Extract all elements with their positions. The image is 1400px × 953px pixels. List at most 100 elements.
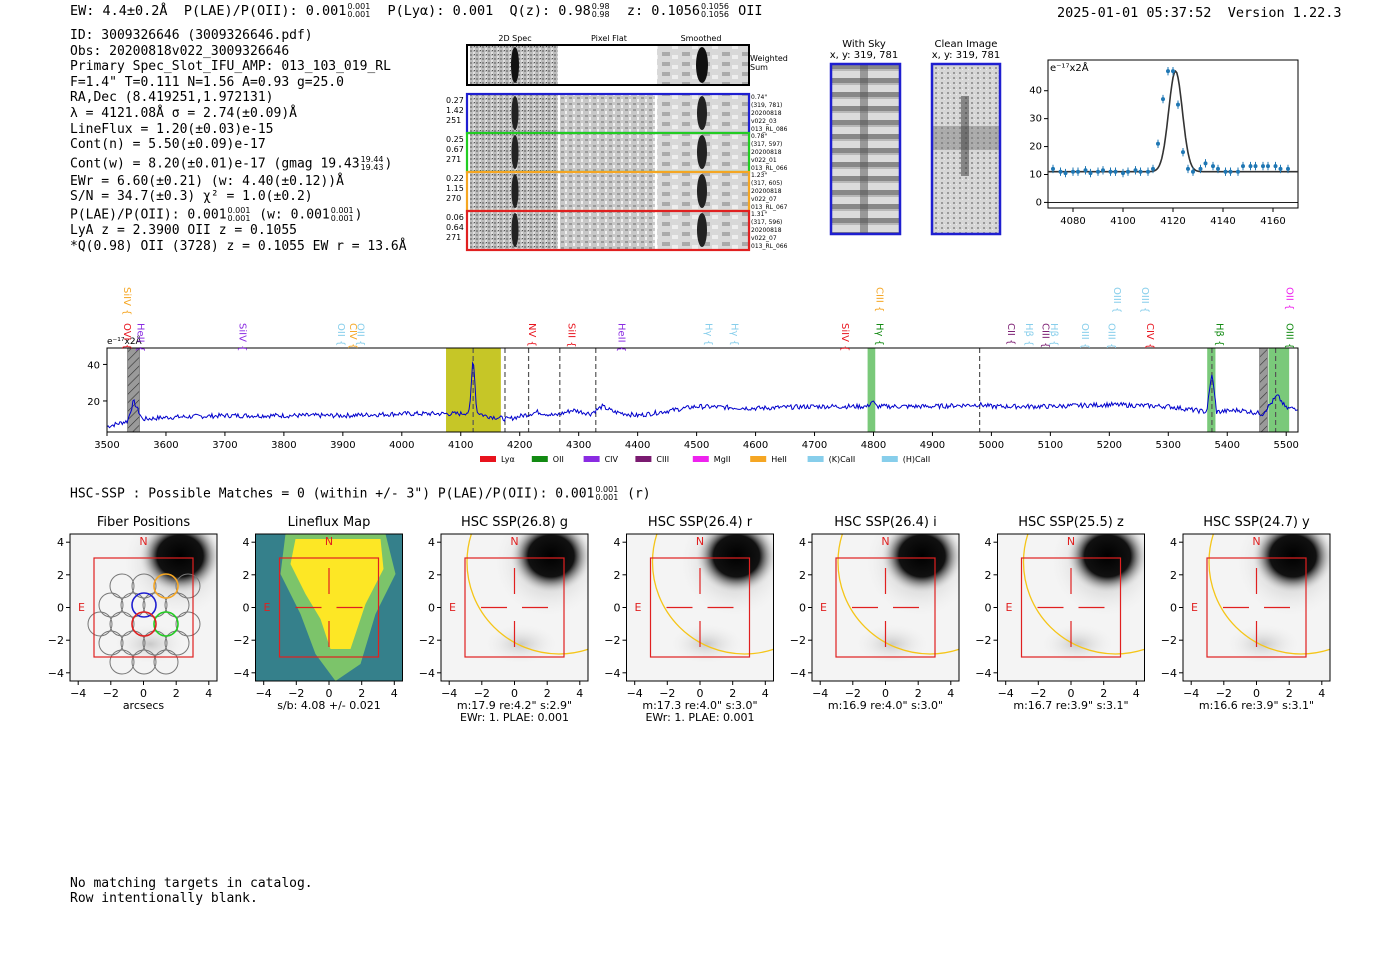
y-tick-label: −2 bbox=[233, 634, 249, 647]
sky-panels: With Sky x, y: 319, 781 Clean Image x, y… bbox=[830, 39, 1002, 236]
weighted-sum-row: Weighted Sum bbox=[466, 44, 788, 86]
clean-subtitle: x, y: 319, 781 bbox=[932, 50, 1001, 61]
data-point bbox=[1166, 69, 1170, 74]
legend-swatch bbox=[750, 456, 767, 462]
cutout-left-label: 251 bbox=[446, 116, 461, 125]
cutout-left-label: 0.67 bbox=[446, 145, 464, 154]
line-label: OIII { bbox=[1284, 323, 1295, 349]
x-tick-label: 2 bbox=[173, 687, 180, 700]
x-tick-label: 0 bbox=[511, 687, 518, 700]
info-line: λ = 4121.08Å σ = 2.74(±0.09)Å bbox=[70, 105, 297, 121]
line-label: CIII { bbox=[1040, 323, 1051, 348]
line-label: Hβ { bbox=[1023, 323, 1034, 346]
y-tick-label: 0 bbox=[614, 602, 621, 615]
pixel-flat-image bbox=[560, 95, 655, 132]
panel-caption: m:16.6 re:3.9" s:3.1" bbox=[1199, 699, 1314, 712]
data-point bbox=[1241, 164, 1245, 169]
fiber-fourth bbox=[131, 611, 157, 637]
data-point bbox=[1071, 169, 1075, 174]
data-point bbox=[1151, 166, 1155, 171]
y-tick-label: 40 bbox=[87, 360, 100, 371]
data-point bbox=[1211, 164, 1215, 169]
fit-plot-frame bbox=[1047, 59, 1299, 209]
x-tick-label: −2 bbox=[1216, 687, 1232, 700]
y-tick-label: 4 bbox=[799, 536, 806, 549]
panel-title: HSC SSP(25.5) z bbox=[1018, 515, 1124, 530]
y-axis-label: e⁻¹⁷x2Å bbox=[1050, 61, 1089, 74]
x-tick-label: 2 bbox=[915, 687, 922, 700]
y-tick-label: 2 bbox=[428, 569, 435, 582]
cutout-right-label: 1.31" bbox=[751, 211, 767, 218]
north-label: N bbox=[1252, 535, 1260, 548]
cutout-right-label: 013_RL_066 bbox=[751, 165, 788, 172]
smoothed-peak bbox=[697, 213, 707, 247]
data-point bbox=[1113, 169, 1118, 174]
line-label: SiIV { bbox=[121, 287, 132, 315]
y-tick-label: −4 bbox=[604, 667, 620, 680]
x-tick-label: 0 bbox=[882, 687, 889, 700]
x-tick-label: 4 bbox=[1133, 687, 1140, 700]
x-tick-label: 4700 bbox=[802, 440, 827, 451]
hsc-panels: Fiber Positions N E 4 2 0 −2 −4 −4 −2 0 2 4 arcsecs Li… bbox=[48, 515, 1331, 724]
line-label: CIV { bbox=[347, 323, 358, 349]
info-line: S/N = 34.7(±0.3) χ² = 1.0(±0.2) bbox=[70, 189, 313, 205]
spectrum-cutouts: 2D Spec Pixel Flat Smoothed Weighted Sum… bbox=[446, 34, 788, 252]
fiber-circle bbox=[131, 573, 157, 599]
y-tick-label: 2 bbox=[57, 569, 64, 582]
clean-title: Clean Image bbox=[935, 39, 998, 50]
x-tick-label: 0 bbox=[1068, 687, 1075, 700]
line-label: SiIV { bbox=[237, 323, 248, 351]
selection-box bbox=[464, 557, 565, 658]
y-tick-label: −2 bbox=[604, 634, 620, 647]
info-line: P(LAE)/P(OII): 0.001 0.001 0.001 (w: 0.001… bbox=[70, 206, 363, 224]
fiber-circle bbox=[153, 649, 179, 675]
y-axis-label: e⁻¹⁷x2Å bbox=[107, 335, 143, 347]
fiber-circle bbox=[164, 630, 190, 656]
x-tick-label: 4140 bbox=[1210, 216, 1235, 227]
x-tick-label: 4 bbox=[205, 687, 212, 700]
data-point bbox=[1186, 166, 1190, 171]
cutout-right-label: 013_RL_086 bbox=[751, 126, 788, 133]
x-tick-label: 3800 bbox=[271, 440, 296, 451]
x-tick-label: 2 bbox=[729, 687, 736, 700]
fiber-circle bbox=[131, 649, 157, 675]
legend-swatch bbox=[531, 456, 548, 462]
line-label: Hβ { bbox=[1048, 323, 1059, 346]
x-tick-label: 4100 bbox=[448, 440, 473, 451]
x-tick-label: 3900 bbox=[330, 440, 355, 451]
data-point bbox=[1171, 69, 1175, 74]
info-line: LineFlux = 1.20(±0.03)e-15 bbox=[70, 121, 274, 137]
data-point bbox=[1076, 169, 1080, 174]
x-tick-label: 4120 bbox=[1160, 216, 1185, 227]
cutout-left-label: 1.42 bbox=[446, 106, 464, 115]
x-tick-label: 3700 bbox=[212, 440, 237, 451]
legend-label: HeII bbox=[771, 455, 787, 464]
line-label: OII { bbox=[1284, 287, 1295, 310]
cutout-right-label: v022_07 bbox=[751, 235, 777, 242]
info-block: ID: 3009326646 (3009326646.pdf) Obs: 202… bbox=[70, 28, 407, 254]
x-tick-label: −2 bbox=[103, 687, 119, 700]
pixel-flat-image bbox=[560, 173, 655, 210]
hsc-panel: Lineflux Map N E 4 2 0 −2 −4 −4 −2 0 2 4 s/b: 4.08 +/… bbox=[233, 515, 403, 712]
y-tick-label: 30 bbox=[1029, 114, 1042, 125]
data-point bbox=[1198, 166, 1203, 171]
y-tick-label: 0 bbox=[985, 602, 992, 615]
north-label: N bbox=[696, 535, 704, 548]
aperture-circle bbox=[651, 534, 774, 655]
fiber-second bbox=[153, 611, 179, 637]
hsc-summary: HSC-SSP : Possible Matches = 0 (within +… bbox=[70, 485, 651, 502]
x-tick-label: 4080 bbox=[1060, 216, 1085, 227]
shaded-region bbox=[1268, 348, 1290, 432]
y-tick-label: −2 bbox=[1161, 634, 1177, 647]
info-line: Cont(n) = 5.50(±0.09)e-17 bbox=[70, 137, 266, 153]
legend-swatch bbox=[583, 456, 600, 462]
north-label: N bbox=[510, 535, 518, 548]
data-point bbox=[1266, 164, 1270, 169]
masked-region bbox=[1259, 347, 1268, 433]
fiber-circle bbox=[98, 592, 124, 618]
panel-image bbox=[70, 534, 217, 681]
fiber-circle bbox=[109, 649, 135, 675]
